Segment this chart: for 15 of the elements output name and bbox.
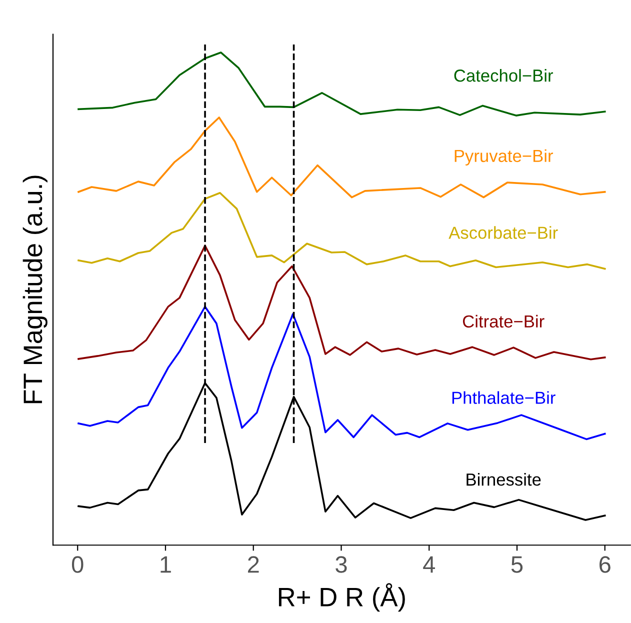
series-label: Phthalate−Bir (452, 391, 556, 404)
series-label: Birnessite (466, 472, 541, 486)
x-tick-label: 4 (423, 556, 435, 573)
series-label: Pyruvate−Bir (454, 149, 553, 166)
x-tick-label: 0 (72, 556, 84, 573)
y-axis-title: FT Magnitude (a.u.) (22, 176, 48, 404)
x-axis-title: R+ D R (Å) (278, 583, 405, 612)
x-tick-label: 2 (248, 556, 259, 573)
x-tick-label: 5 (511, 556, 523, 573)
series-label: Catechol−Bir (454, 69, 553, 82)
x-tick-label: 6 (600, 556, 610, 573)
series-label: Ascorbate−Bir (448, 226, 558, 239)
x-tick-label: 3 (336, 556, 347, 573)
series-label: Citrate−Bir (462, 314, 544, 328)
x-tick-label: 1 (160, 556, 171, 573)
